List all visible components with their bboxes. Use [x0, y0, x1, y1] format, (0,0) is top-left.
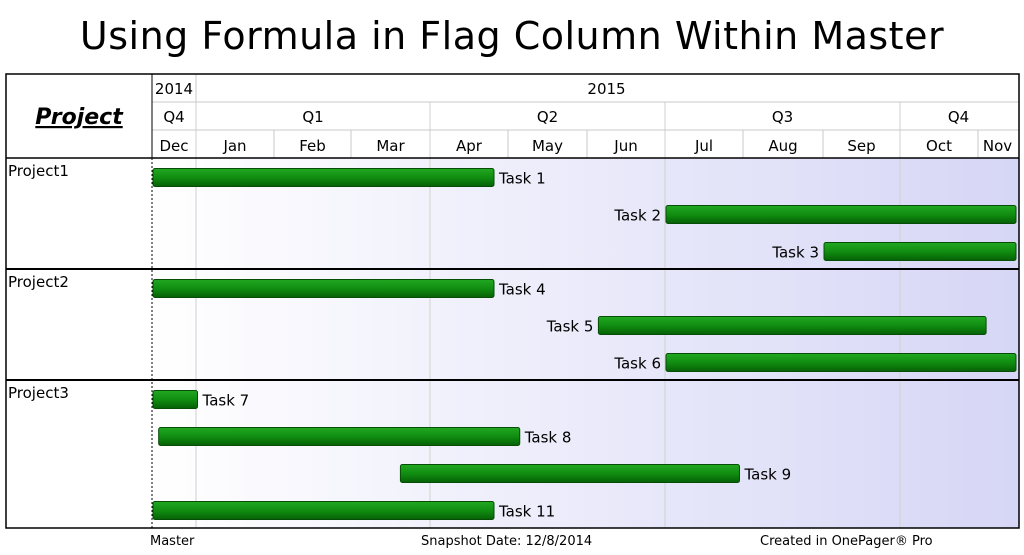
- month-label: Feb: [299, 137, 326, 155]
- task-bar[interactable]: Task 11: [152, 501, 495, 520]
- task-label: Task 3: [771, 244, 819, 262]
- quarter-label: Q2: [537, 108, 558, 126]
- task-bar[interactable]: Task 3: [823, 242, 1017, 261]
- month-label: Nov: [983, 137, 1012, 155]
- month-label: Oct: [926, 137, 952, 155]
- task-bar[interactable]: Task 6: [665, 353, 1017, 372]
- project-label: Project1: [8, 162, 69, 180]
- project-label: Project2: [8, 273, 69, 291]
- chart-title: Using Formula in Flag Column Within Mast…: [79, 14, 945, 58]
- task-label: Task 4: [498, 281, 546, 299]
- task-label: Task 1: [498, 170, 546, 188]
- task-bar[interactable]: Task 1: [152, 168, 495, 187]
- month-label: May: [532, 137, 563, 155]
- task-label: Task 5: [546, 318, 594, 336]
- month-label: Aug: [768, 137, 797, 155]
- month-label: Apr: [456, 137, 483, 155]
- task-label: Task 6: [613, 355, 661, 373]
- task-label: Task 11: [498, 503, 555, 521]
- footer-snapshot-date: Snapshot Date: 12/8/2014: [421, 534, 593, 549]
- month-label: Jun: [613, 137, 637, 155]
- task-label: Task 2: [613, 207, 661, 225]
- task-bar[interactable]: Task 2: [665, 205, 1017, 224]
- quarter-label: Q1: [302, 108, 323, 126]
- quarter-label: Q3: [772, 108, 793, 126]
- month-label: Mar: [376, 137, 405, 155]
- task-bar[interactable]: Task 9: [399, 464, 740, 483]
- footer-source: Master: [150, 534, 195, 549]
- footer-credit: Created in OnePager® Pro: [760, 534, 933, 549]
- quarter-label: Q4: [948, 108, 969, 126]
- year-label: 2015: [587, 80, 625, 98]
- task-bar[interactable]: Task 5: [597, 316, 987, 335]
- task-label: Task 8: [524, 429, 572, 447]
- row-header-label: Project: [35, 105, 124, 130]
- month-label: Jan: [222, 137, 246, 155]
- task-bar[interactable]: Task 7: [152, 390, 199, 409]
- task-bar[interactable]: Task 8: [158, 427, 521, 446]
- month-label: Sep: [847, 137, 875, 155]
- month-label: Jul: [694, 137, 713, 155]
- month-label: Dec: [159, 137, 188, 155]
- quarter-label: Q4: [163, 108, 184, 126]
- task-label: Task 9: [743, 466, 791, 484]
- project-label: Project3: [8, 384, 69, 402]
- task-bar[interactable]: Task 4: [152, 279, 495, 298]
- year-label: 2014: [155, 80, 193, 98]
- task-label: Task 7: [202, 392, 250, 410]
- chart-frame: [5, 73, 1020, 529]
